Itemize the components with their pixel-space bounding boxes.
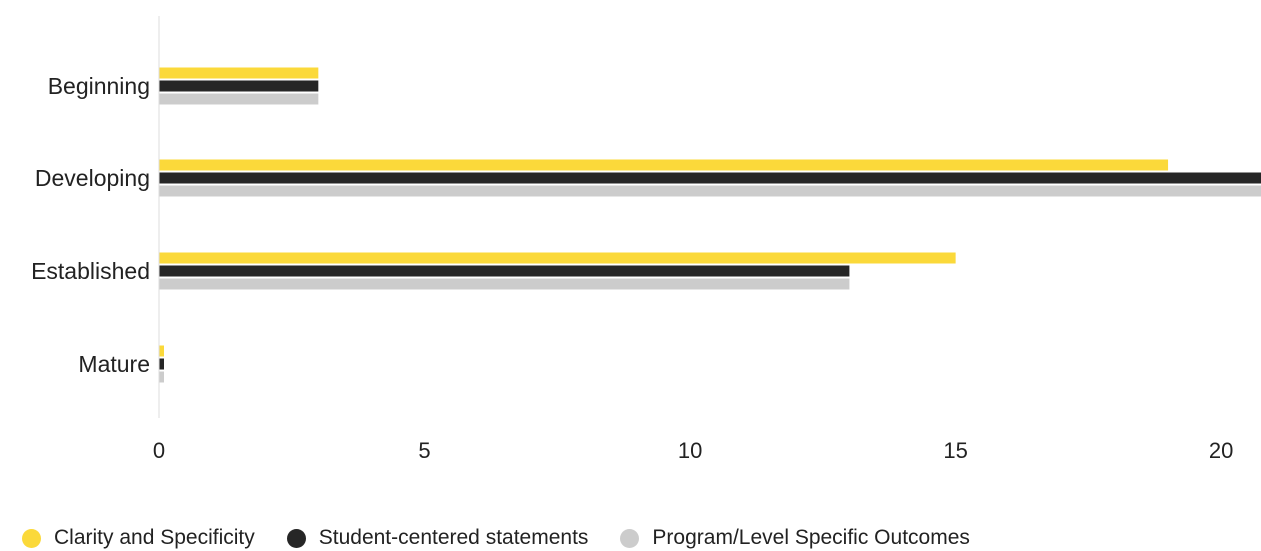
bar-established-series-0[interactable] — [159, 252, 956, 264]
legend-label: Student-centered statements — [318, 526, 589, 549]
x-tick-label: 10 — [678, 438, 702, 463]
bar-established-series-1[interactable] — [159, 265, 850, 277]
bars-group — [159, 67, 1261, 383]
x-tick-label: 15 — [943, 438, 967, 463]
legend: Clarity and Specificity Student-centered… — [22, 525, 1002, 551]
bar-beginning-series-0[interactable] — [159, 67, 319, 79]
category-label: Mature — [78, 351, 150, 377]
x-tick-label: 0 — [153, 438, 165, 463]
bar-developing-series-0[interactable] — [159, 159, 1169, 171]
bar-chart: Beginning Developing Established Mature 0 5 1… — [31, 16, 1261, 463]
x-tick-label: 5 — [418, 438, 430, 463]
bar-beginning-series-2[interactable] — [159, 93, 319, 105]
category-label: Beginning — [48, 73, 150, 99]
bar-established-series-2[interactable] — [159, 278, 850, 290]
bar-mature-series-0[interactable] — [159, 345, 164, 357]
bar-beginning-series-1[interactable] — [159, 80, 319, 92]
legend-item-clarity[interactable]: Clarity and Specificity — [22, 526, 255, 550]
bar-developing-series-1[interactable] — [159, 172, 1261, 184]
legend-item-program-level[interactable]: Program/Level Specific Outcomes — [620, 526, 970, 550]
category-label: Developing — [35, 165, 150, 191]
legend-dot — [620, 528, 640, 548]
bar-mature-series-2[interactable] — [159, 371, 164, 383]
bar-mature-series-1[interactable] — [159, 358, 164, 370]
category-label: Established — [31, 258, 150, 284]
category-labels: Beginning Developing Established Mature — [31, 73, 150, 377]
bar-developing-series-2[interactable] — [159, 185, 1261, 197]
legend-dot — [22, 528, 41, 548]
legend-label: Program/Level Specific Outcomes — [652, 526, 970, 549]
legend-dot — [286, 528, 306, 548]
legend-item-student-centered[interactable]: Student-centered statements — [286, 526, 589, 550]
legend-label: Clarity and Specificity — [54, 526, 255, 549]
x-tick-labels: 0 5 10 15 20 — [153, 438, 1234, 463]
x-tick-label: 20 — [1209, 438, 1233, 463]
